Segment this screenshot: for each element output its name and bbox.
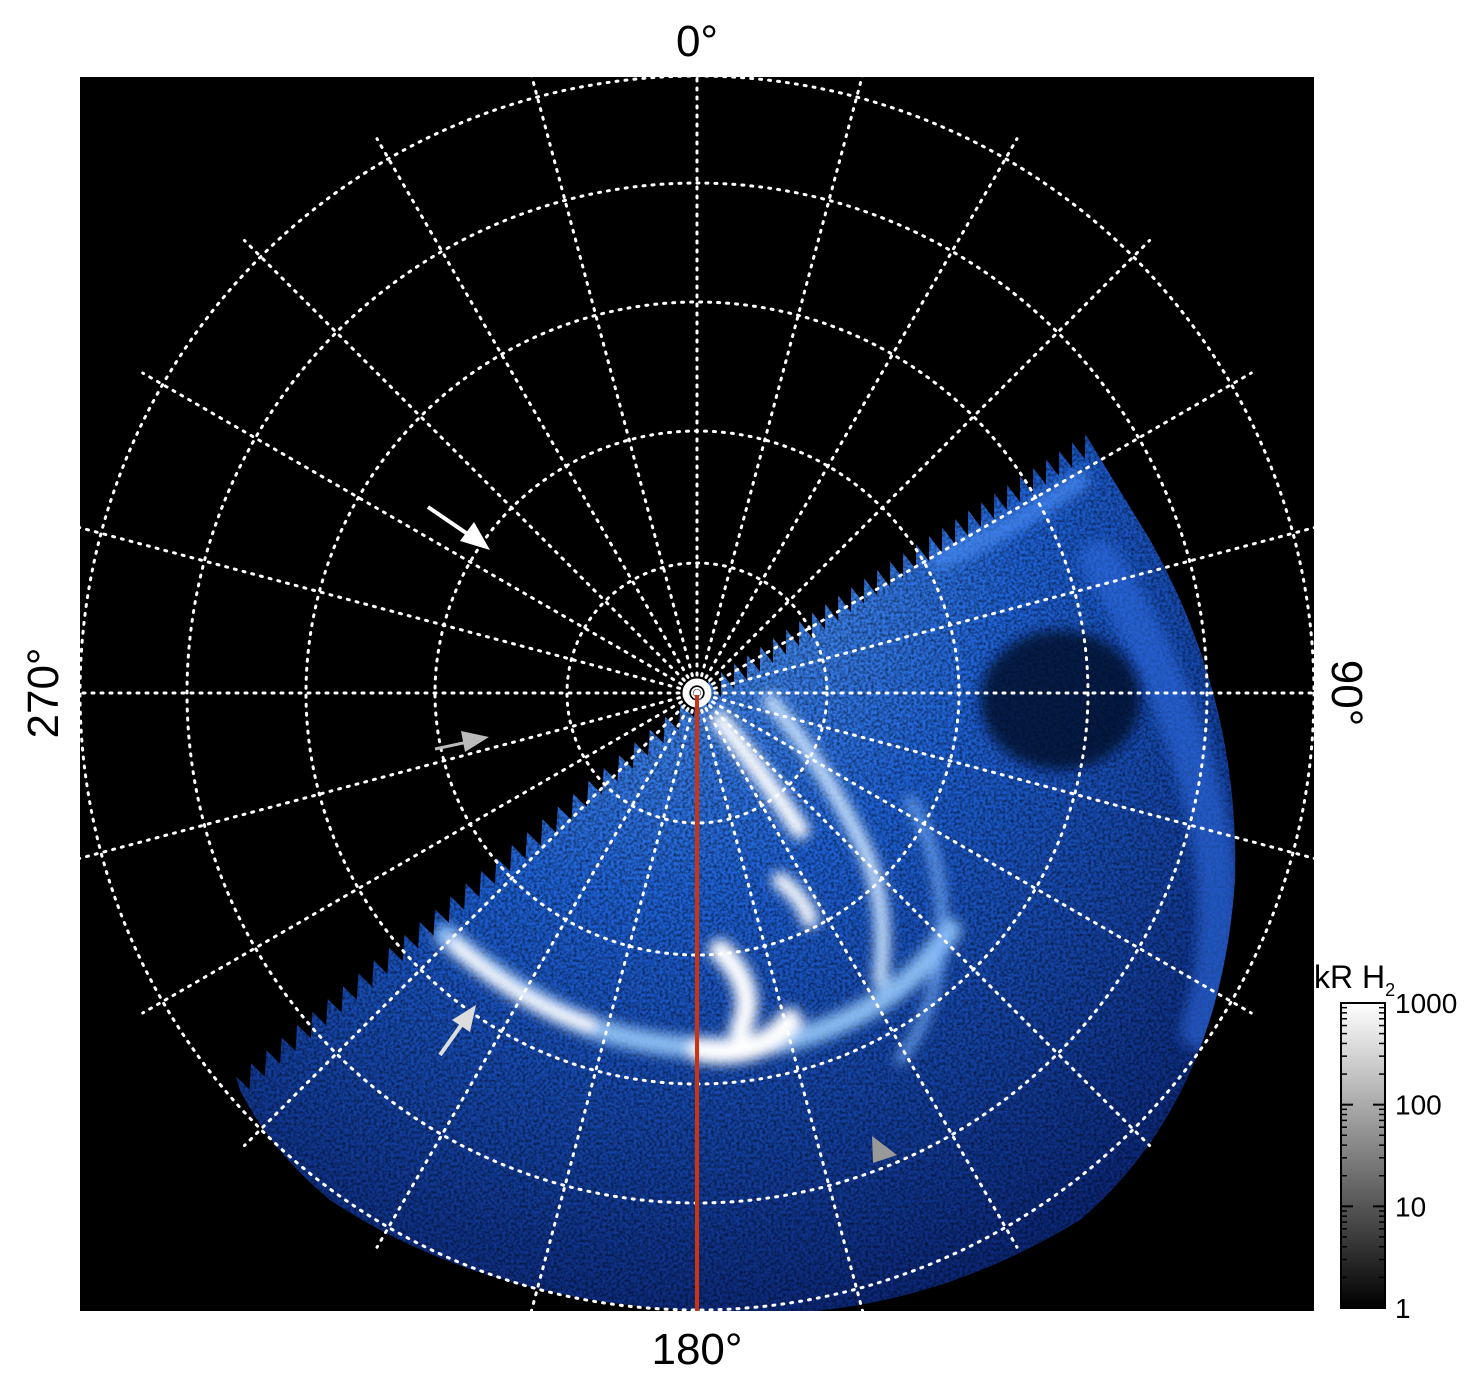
- longitude-line: [80, 526, 699, 695]
- longitude-line: [695, 77, 864, 695]
- longitude-line: [242, 238, 699, 695]
- longitude-line: [695, 371, 1253, 695]
- longitude-line: [695, 238, 1152, 695]
- colorbar-ticks: 1000 100 10 1: [1341, 988, 1457, 1324]
- longitude-line: [695, 137, 1019, 695]
- bright-aurora-arcs: [434, 470, 1236, 1065]
- label-left: 270°: [19, 647, 68, 738]
- colorbar: kR H2 1000 100 10 1: [1314, 959, 1457, 1324]
- label-bottom: 180°: [651, 1325, 742, 1374]
- colorbar-tick-label: 100: [1395, 1090, 1442, 1121]
- colorbar-tick-label: 1000: [1395, 988, 1457, 1019]
- longitude-line: [80, 691, 699, 860]
- longitude-line: [695, 691, 865, 1311]
- colorbar-title: kR H2: [1314, 959, 1395, 1000]
- longitude-line: [242, 691, 699, 1148]
- colorbar-gradient: [1340, 1002, 1386, 1309]
- latitude-circle: [565, 561, 829, 825]
- longitude-line: [375, 691, 699, 1249]
- longitude-line: [529, 691, 699, 1311]
- longitude-line: [695, 691, 1253, 1015]
- longitude-line: [375, 137, 699, 695]
- colorbar-title-text: kR H: [1314, 959, 1385, 995]
- triangle-marker-icon: [872, 1136, 897, 1163]
- longitude-line: [141, 371, 699, 695]
- longitude-line: [141, 691, 699, 1015]
- colorbar-tick-label: 1: [1395, 1293, 1411, 1324]
- colorbar-tick-label: 10: [1395, 1191, 1426, 1222]
- longitude-line: [695, 691, 1019, 1249]
- longitude-line: [530, 77, 699, 695]
- arrow-icon: [438, 1005, 476, 1057]
- longitude-line: [695, 526, 1314, 695]
- label-right: 90°: [1322, 660, 1371, 727]
- longitude-line: [695, 691, 1152, 1148]
- arrow-icon: [434, 731, 489, 752]
- arrow-icon: [426, 505, 490, 550]
- label-top: 0°: [676, 17, 718, 66]
- longitude-line: [695, 691, 1314, 860]
- colorbar-title-subscript: 2: [1385, 980, 1395, 1000]
